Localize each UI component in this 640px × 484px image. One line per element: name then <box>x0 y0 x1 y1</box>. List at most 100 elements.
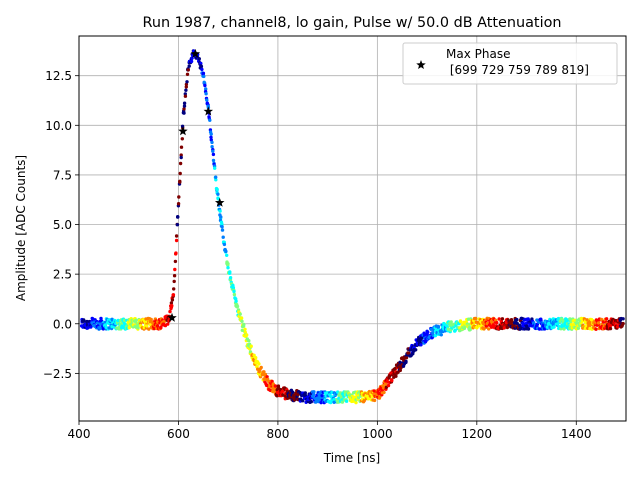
waveform-point <box>221 235 225 239</box>
waveform-point <box>226 262 230 266</box>
waveform-point <box>159 325 163 329</box>
waveform-point <box>276 384 281 388</box>
waveform-point <box>436 325 441 329</box>
waveform-point <box>562 327 566 331</box>
waveform-point <box>178 180 182 184</box>
x-tick-label: 600 <box>167 427 190 441</box>
waveform-point <box>174 234 179 238</box>
waveform-point <box>262 370 266 374</box>
waveform-point <box>204 87 208 91</box>
waveform-point <box>238 312 242 316</box>
waveform-point <box>145 324 149 328</box>
x-tick-label: 1200 <box>462 427 493 441</box>
waveform-point <box>439 333 443 337</box>
waveform-point <box>215 187 219 192</box>
waveform-point <box>449 320 453 324</box>
waveform-point <box>225 253 229 257</box>
waveform-point <box>216 192 220 196</box>
waveform-point <box>116 318 120 323</box>
legend-label-line1: Max Phase <box>446 47 510 61</box>
waveform-point <box>99 316 103 321</box>
waveform-point <box>189 59 194 64</box>
waveform-point <box>82 319 86 323</box>
waveform-point <box>320 393 324 398</box>
waveform-point <box>390 378 394 383</box>
waveform-point <box>252 353 256 357</box>
waveform-point <box>232 289 236 294</box>
y-tick-label: 7.5 <box>53 168 72 182</box>
waveform-point <box>228 270 232 274</box>
waveform-point <box>172 274 177 278</box>
waveform-point <box>89 325 93 329</box>
waveform-point <box>186 68 190 72</box>
waveform-point <box>240 319 244 323</box>
waveform-point <box>259 365 263 370</box>
waveform-point <box>213 166 217 170</box>
waveform-point <box>526 327 531 331</box>
waveform-point <box>182 111 186 115</box>
x-axis-label: Time [ns] <box>323 451 380 465</box>
waveform-point <box>200 67 204 72</box>
waveform-point <box>147 327 151 331</box>
waveform-point <box>239 316 244 320</box>
waveform-point <box>453 328 457 332</box>
waveform-point <box>394 374 398 378</box>
waveform-point <box>180 137 184 141</box>
y-tick-label: 5.0 <box>53 218 72 232</box>
waveform-point <box>580 319 584 323</box>
waveform-point <box>500 317 505 321</box>
waveform-point <box>185 80 189 84</box>
waveform-point <box>170 298 175 302</box>
waveform-point <box>205 98 209 102</box>
waveform-point <box>176 215 180 219</box>
waveform-point <box>170 304 174 308</box>
waveform-point <box>175 223 180 227</box>
waveform-point <box>383 382 388 386</box>
waveform-point <box>515 317 519 322</box>
waveform-point <box>312 390 316 394</box>
waveform-point <box>235 304 240 309</box>
waveform-point <box>182 107 186 111</box>
waveform-point <box>136 326 140 330</box>
waveform-point <box>220 228 225 232</box>
waveform-point <box>621 317 625 321</box>
waveform-point <box>176 202 181 206</box>
plot-frame <box>78 35 627 422</box>
waveform-point <box>588 322 592 326</box>
max-phase-layer <box>167 48 225 322</box>
waveform-point <box>187 64 191 68</box>
waveform-point <box>459 320 463 324</box>
waveform-point <box>404 356 409 360</box>
legend-box <box>402 42 618 85</box>
y-axis-label: Amplitude [ADC Counts] <box>14 155 28 301</box>
waveform-point <box>431 331 435 335</box>
y-tick-label: 0.0 <box>53 317 72 331</box>
waveform-point <box>539 318 543 323</box>
waveform-point <box>211 158 216 163</box>
waveform-point <box>309 400 313 404</box>
waveform-point <box>179 153 183 157</box>
waveform-point <box>414 348 418 352</box>
waveform-point <box>473 316 478 321</box>
waveform-point <box>354 400 358 405</box>
waveform-point <box>184 88 188 92</box>
waveform-point <box>209 135 213 139</box>
y-tick-label: 10.0 <box>45 119 72 133</box>
waveform-point <box>422 331 426 335</box>
waveform-point <box>621 321 625 326</box>
waveform-point <box>245 333 249 337</box>
max-phase-star <box>167 312 177 322</box>
legend-label-line2: [699 729 759 789 819] <box>446 63 589 77</box>
waveform-point <box>344 399 349 403</box>
waveform-point <box>209 132 213 136</box>
max-phase-star <box>203 106 214 116</box>
waveform-point <box>301 399 305 403</box>
waveform-point <box>177 195 181 199</box>
waveform-point <box>183 94 188 98</box>
waveform-point <box>222 242 227 247</box>
waveform-point <box>169 301 174 305</box>
waveform-point <box>184 82 189 87</box>
waveform-point <box>515 321 519 326</box>
y-tick-label: −2.5 <box>43 367 72 381</box>
